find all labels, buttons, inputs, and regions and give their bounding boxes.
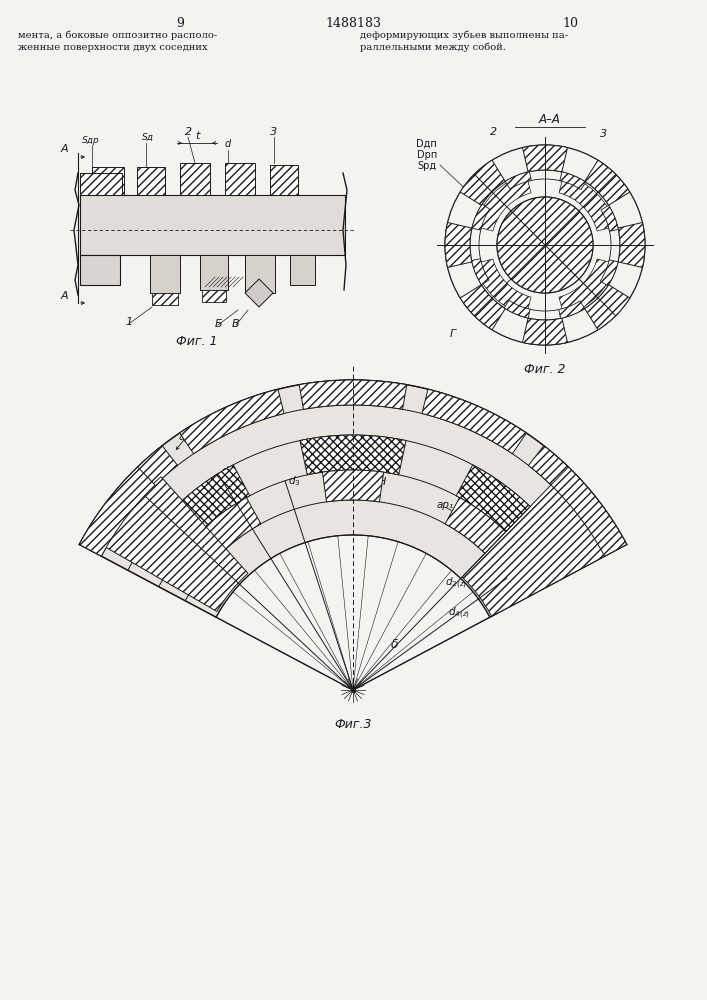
Wedge shape	[299, 380, 407, 409]
Wedge shape	[618, 223, 645, 267]
Wedge shape	[472, 259, 489, 285]
Polygon shape	[202, 290, 226, 302]
Text: женные поверхности двух соседних: женные поверхности двух соседних	[18, 43, 208, 52]
Polygon shape	[79, 380, 626, 617]
Text: 10: 10	[562, 17, 578, 30]
Polygon shape	[80, 173, 122, 195]
Wedge shape	[559, 301, 585, 318]
Wedge shape	[528, 446, 616, 539]
Polygon shape	[245, 255, 275, 293]
Wedge shape	[79, 467, 155, 556]
Wedge shape	[300, 435, 406, 475]
Wedge shape	[460, 160, 506, 205]
Text: δ: δ	[390, 638, 398, 651]
Text: t: t	[195, 131, 199, 141]
Text: 2: 2	[185, 127, 192, 137]
Text: $d_{2(z)}$: $d_{2(z)}$	[445, 576, 467, 591]
Wedge shape	[152, 465, 250, 555]
Polygon shape	[80, 195, 345, 255]
Text: 1488183: 1488183	[325, 17, 381, 30]
Polygon shape	[152, 293, 178, 305]
Text: $d_{4(z)}$: $d_{4(z)}$	[448, 606, 470, 621]
Polygon shape	[80, 255, 120, 285]
Wedge shape	[506, 172, 531, 189]
Text: ар₁: ар₁	[437, 500, 454, 510]
Wedge shape	[559, 174, 616, 231]
Text: Sдр: Sдр	[82, 136, 100, 145]
Wedge shape	[504, 300, 530, 318]
Text: Фиг. 1: Фиг. 1	[176, 335, 218, 348]
Wedge shape	[180, 389, 284, 454]
Text: H: H	[378, 477, 386, 487]
Wedge shape	[105, 477, 248, 611]
Text: Dрп: Dрп	[416, 150, 437, 160]
Text: деформирующих зубьев выполнены па-: деформирующих зубьев выполнены па-	[360, 30, 568, 39]
Wedge shape	[197, 498, 261, 556]
Wedge shape	[474, 174, 531, 231]
Polygon shape	[270, 165, 298, 195]
Wedge shape	[462, 484, 607, 616]
Wedge shape	[522, 145, 568, 172]
Text: ар₂: ар₂	[179, 432, 196, 442]
Text: Sрд: Sрд	[418, 161, 437, 171]
Wedge shape	[472, 204, 490, 230]
Wedge shape	[445, 498, 508, 556]
Text: А–А: А–А	[539, 113, 561, 126]
Circle shape	[497, 197, 593, 293]
Wedge shape	[474, 259, 531, 316]
Wedge shape	[600, 260, 618, 286]
Text: $d_0$: $d_0$	[146, 486, 159, 499]
Text: Фиг. 2: Фиг. 2	[525, 363, 566, 376]
Text: раллельными между собой.: раллельными между собой.	[360, 43, 506, 52]
Text: 9: 9	[176, 17, 184, 30]
Text: 1: 1	[125, 317, 132, 327]
Text: мента, а боковые оппозитно располо-: мента, а боковые оппозитно располо-	[18, 30, 217, 39]
Circle shape	[497, 197, 593, 293]
Polygon shape	[290, 255, 315, 285]
Text: $d_3$: $d_3$	[288, 474, 300, 488]
Wedge shape	[585, 160, 630, 205]
Text: A: A	[60, 144, 68, 154]
Text: d: d	[225, 139, 231, 149]
Text: $d_{н}$: $d_{н}$	[365, 440, 378, 454]
Polygon shape	[245, 279, 273, 307]
Wedge shape	[551, 467, 626, 556]
Polygon shape	[92, 167, 124, 195]
Wedge shape	[522, 318, 568, 345]
Text: 3: 3	[270, 127, 277, 137]
Wedge shape	[601, 205, 619, 231]
Wedge shape	[445, 223, 472, 267]
Text: В: В	[232, 319, 240, 329]
Text: Г: Г	[450, 329, 456, 339]
Wedge shape	[585, 285, 630, 330]
Text: Sд: Sд	[142, 133, 154, 142]
Text: 3: 3	[600, 129, 607, 139]
Wedge shape	[90, 446, 177, 539]
Text: $d_2$: $d_2$	[221, 464, 233, 478]
Text: Фиг.3: Фиг.3	[334, 718, 372, 731]
Text: Dдп: Dдп	[416, 139, 437, 149]
Polygon shape	[137, 167, 165, 195]
Wedge shape	[456, 465, 554, 555]
Wedge shape	[559, 259, 616, 316]
Wedge shape	[422, 389, 526, 454]
Wedge shape	[460, 285, 506, 330]
Wedge shape	[560, 172, 586, 190]
Polygon shape	[225, 163, 255, 195]
Text: A: A	[60, 291, 68, 301]
Text: Б: Б	[215, 319, 223, 329]
Wedge shape	[322, 470, 384, 502]
Polygon shape	[150, 255, 180, 293]
Text: 2: 2	[490, 127, 497, 137]
Polygon shape	[180, 163, 210, 195]
Polygon shape	[200, 255, 228, 290]
